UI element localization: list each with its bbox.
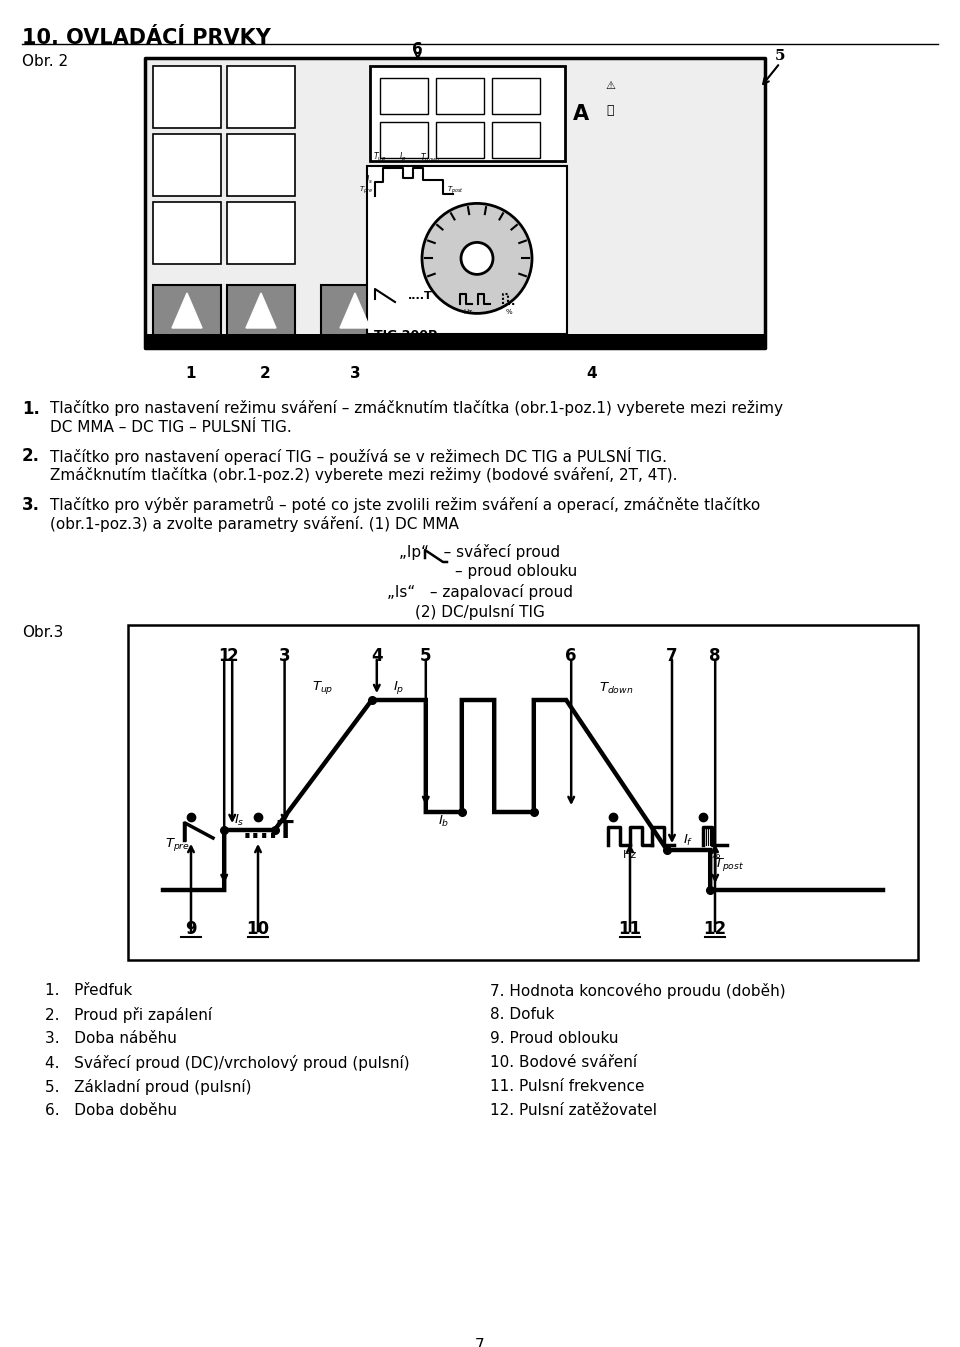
Polygon shape xyxy=(246,294,276,329)
Bar xyxy=(128,625,918,960)
Text: Tlačítko pro nastavení operací TIG – používá se v režimech DC TIG a PULSNÍ TIG.: Tlačítko pro nastavení operací TIG – pou… xyxy=(50,447,667,465)
Text: Tlačítko pro výběr parametrů – poté co jste zvolili režim sváření a operací, zmá: Tlačítko pro výběr parametrů – poté co j… xyxy=(50,496,760,513)
Bar xyxy=(227,133,295,197)
Polygon shape xyxy=(340,294,370,329)
Bar xyxy=(153,133,221,197)
Bar xyxy=(227,202,295,264)
Bar xyxy=(227,286,295,339)
Text: Obr. 2: Obr. 2 xyxy=(22,54,68,69)
Bar xyxy=(153,286,221,339)
Text: ....T: ....T xyxy=(242,819,294,843)
Text: 8: 8 xyxy=(709,647,721,665)
Text: 6: 6 xyxy=(413,43,423,58)
Circle shape xyxy=(461,242,493,275)
Text: 3: 3 xyxy=(349,366,360,381)
Text: 10. Bodové sváření: 10. Bodové sváření xyxy=(490,1055,637,1070)
Text: TIG 200P: TIG 200P xyxy=(373,329,437,342)
Text: $T_{up}$: $T_{up}$ xyxy=(373,151,387,164)
Text: $T_{up}$: $T_{up}$ xyxy=(313,679,334,696)
Text: 4: 4 xyxy=(587,366,597,381)
Text: – proud oblouku: – proud oblouku xyxy=(455,564,577,579)
Bar xyxy=(321,286,389,339)
Text: 3: 3 xyxy=(278,647,291,665)
Text: Hz: Hz xyxy=(464,308,472,315)
Text: 3.: 3. xyxy=(22,496,40,515)
Text: 7: 7 xyxy=(666,647,678,665)
Bar xyxy=(436,123,484,158)
Polygon shape xyxy=(172,294,202,329)
Bar xyxy=(492,123,540,158)
Text: 2.: 2. xyxy=(22,447,40,465)
Text: 1: 1 xyxy=(219,647,230,665)
Text: (2) DC/pulsní TIG: (2) DC/pulsní TIG xyxy=(415,603,545,620)
Bar xyxy=(153,66,221,128)
Bar xyxy=(380,78,428,114)
Text: $I_p$: $I_p$ xyxy=(393,679,404,696)
Text: $I_s$: $I_s$ xyxy=(234,812,245,828)
Text: 9: 9 xyxy=(185,920,197,938)
Text: 7: 7 xyxy=(475,1338,485,1347)
Text: 1: 1 xyxy=(185,366,196,381)
Text: 9. Proud oblouku: 9. Proud oblouku xyxy=(490,1030,618,1047)
Text: 4.   Svářecí proud (DC)/vrcholový proud (pulsní): 4. Svářecí proud (DC)/vrcholový proud (p… xyxy=(45,1055,410,1071)
Text: 2.   Proud při zapálení: 2. Proud při zapálení xyxy=(45,1008,212,1022)
Text: 1.: 1. xyxy=(22,400,40,418)
Text: $T_{pre}$: $T_{pre}$ xyxy=(165,836,190,853)
Text: $T_{pre}$: $T_{pre}$ xyxy=(359,185,373,195)
Text: 5: 5 xyxy=(775,48,785,63)
Bar xyxy=(492,78,540,114)
Text: 1.   Předfuk: 1. Předfuk xyxy=(45,983,132,998)
Text: 12: 12 xyxy=(704,920,727,938)
Text: Obr.3: Obr.3 xyxy=(22,625,63,640)
Text: 2: 2 xyxy=(259,366,271,381)
Text: „Is“   – zapalovací proud: „Is“ – zapalovací proud xyxy=(387,585,573,599)
Bar xyxy=(370,66,565,162)
Bar xyxy=(436,78,484,114)
Text: $I_b$: $I_b$ xyxy=(438,814,449,830)
Text: 3.   Doba náběhu: 3. Doba náběhu xyxy=(45,1030,177,1047)
Text: 6.   Doba doběhu: 6. Doba doběhu xyxy=(45,1103,177,1118)
Text: (obr.1-poz.3) a zvolte parametry sváření. (1) DC MMA: (obr.1-poz.3) a zvolte parametry sváření… xyxy=(50,516,459,532)
Bar xyxy=(145,334,765,348)
Text: 11: 11 xyxy=(618,920,641,938)
Bar xyxy=(145,58,765,348)
Text: Zmáčknutím tlačítka (obr.1-poz.2) vyberete mezi režimy (bodové sváření, 2T, 4T).: Zmáčknutím tlačítka (obr.1-poz.2) vybere… xyxy=(50,467,678,484)
Text: ⭘: ⭘ xyxy=(607,105,613,117)
Bar xyxy=(153,202,221,264)
Text: 2: 2 xyxy=(227,647,238,665)
Text: ....T: ....T xyxy=(408,291,432,300)
Text: $I_s$: $I_s$ xyxy=(366,174,373,186)
Text: $T_{post}$: $T_{post}$ xyxy=(447,185,464,195)
Text: $T_{post}$: $T_{post}$ xyxy=(714,855,745,873)
Text: Hz: Hz xyxy=(623,850,637,859)
Text: $T_{down}$: $T_{down}$ xyxy=(599,680,634,696)
Bar xyxy=(380,123,428,158)
Text: Tlačítko pro nastavení režimu sváření – zmáčknutím tlačítka (obr.1-poz.1) vybere: Tlačítko pro nastavení režimu sváření – … xyxy=(50,400,783,416)
Text: A: A xyxy=(573,104,589,124)
Text: DC MMA – DC TIG – PULSNÍ TIG.: DC MMA – DC TIG – PULSNÍ TIG. xyxy=(50,420,292,435)
Text: 5: 5 xyxy=(420,647,432,665)
Text: 4: 4 xyxy=(371,647,383,665)
Text: 11. Pulsní frekvence: 11. Pulsní frekvence xyxy=(490,1079,644,1094)
Text: $I_f$: $I_f$ xyxy=(684,832,694,849)
Bar xyxy=(227,66,295,128)
Text: 6: 6 xyxy=(565,647,577,665)
Text: 10. OVLADÁCÍ PRVKY: 10. OVLADÁCÍ PRVKY xyxy=(22,28,271,48)
Text: „Ip“   – svářecí proud: „Ip“ – svářecí proud xyxy=(399,544,561,560)
Text: 8. Dofuk: 8. Dofuk xyxy=(490,1008,554,1022)
Text: %: % xyxy=(506,308,513,315)
Text: ⚠: ⚠ xyxy=(605,81,615,92)
Text: $T_{down}$: $T_{down}$ xyxy=(420,151,441,164)
Text: 12. Pulsní zatěžovatel: 12. Pulsní zatěžovatel xyxy=(490,1103,657,1118)
Bar xyxy=(367,166,567,334)
Circle shape xyxy=(422,203,532,314)
Text: $I_p$: $I_p$ xyxy=(399,151,407,164)
Text: 10: 10 xyxy=(247,920,270,938)
Text: 5.   Základní proud (pulsní): 5. Základní proud (pulsní) xyxy=(45,1079,252,1095)
Text: 7. Hodnota koncového proudu (doběh): 7. Hodnota koncového proudu (doběh) xyxy=(490,983,785,999)
Text: %: % xyxy=(709,850,720,859)
